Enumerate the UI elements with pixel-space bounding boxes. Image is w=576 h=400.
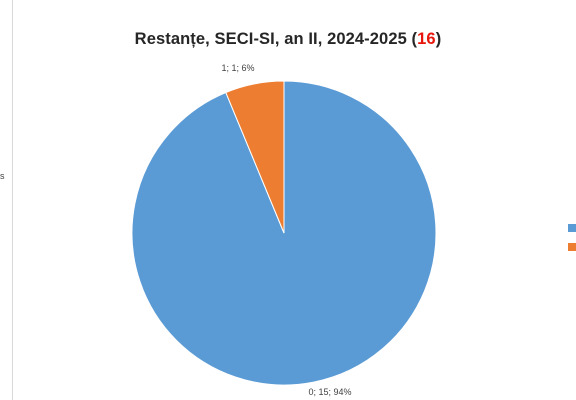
left-chart-frame (0, 0, 13, 400)
left-chart-clipped-label: s (0, 171, 5, 181)
data-label-slice-0: 0; 15; 94% (308, 387, 351, 397)
title-closing: ) (435, 30, 442, 48)
legend-marker-1 (568, 243, 576, 251)
title-text: Restanțe, SECI-SI, an II, 2024-2025 ( (134, 30, 418, 48)
chart-title: Restanțe, SECI-SI, an II, 2024-2025 (16) (0, 30, 576, 49)
title-count-highlight: 16 (417, 30, 436, 48)
legend-marker-0 (568, 224, 576, 232)
pie-slice-1 (225, 80, 285, 234)
data-label-slice-1: 1; 1; 6% (221, 63, 254, 73)
